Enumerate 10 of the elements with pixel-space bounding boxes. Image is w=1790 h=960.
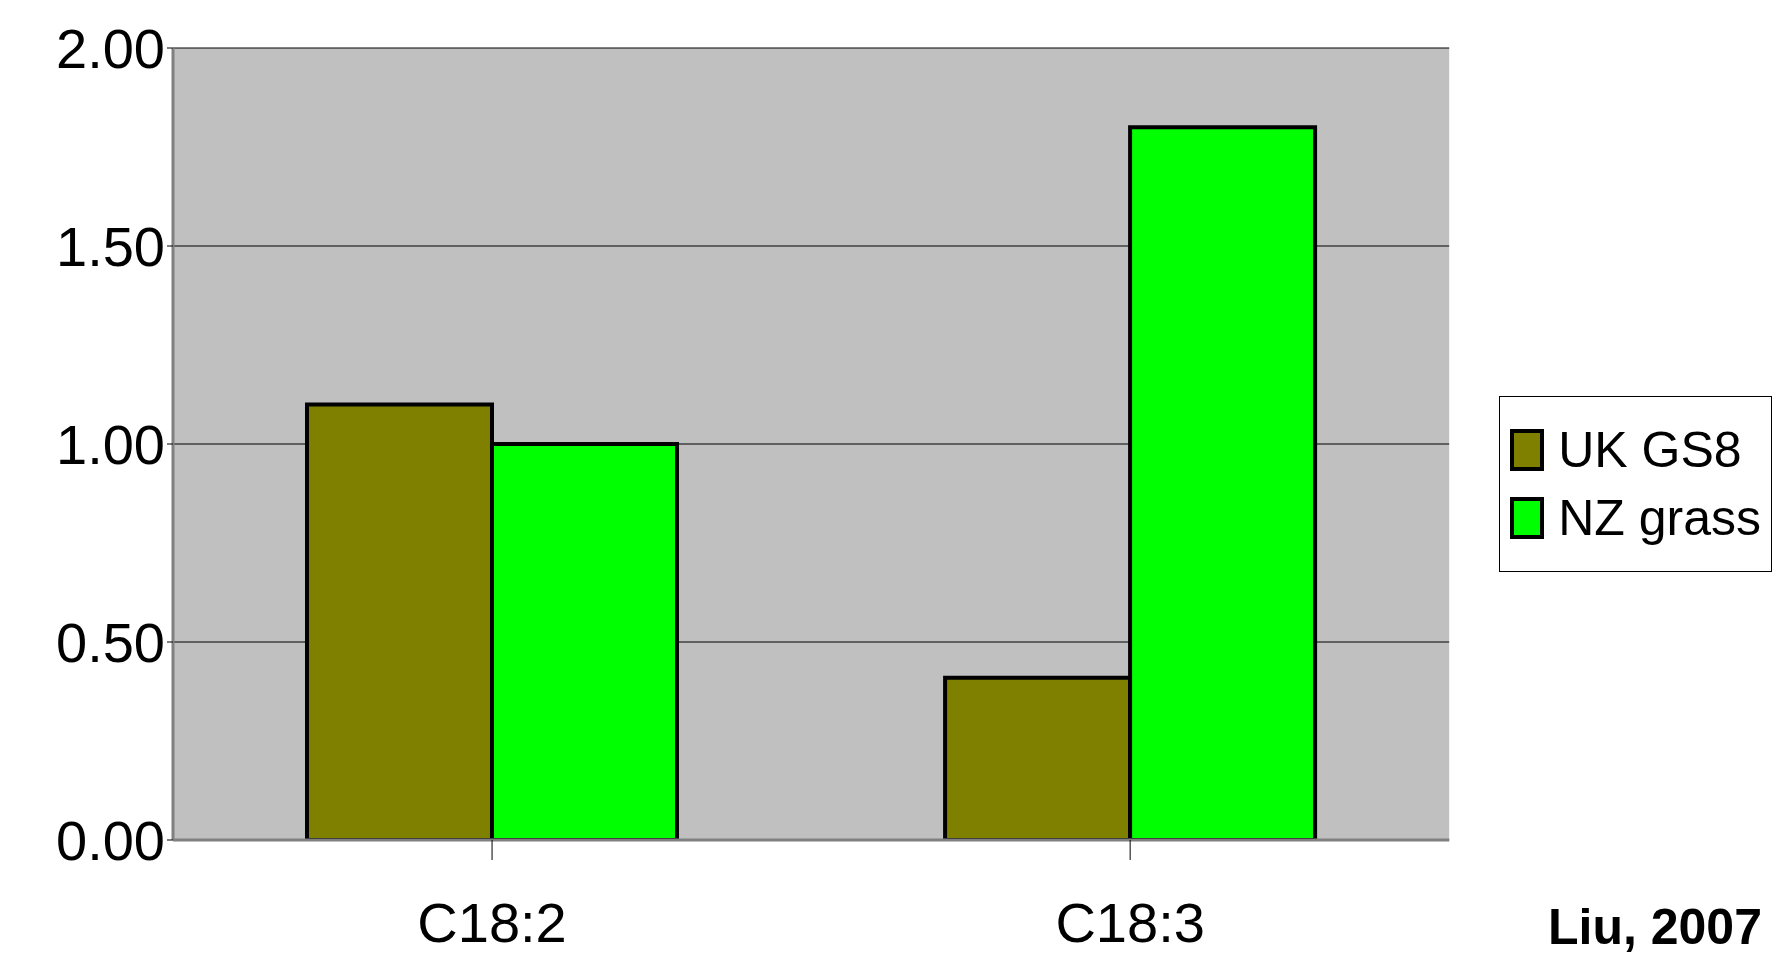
y-tick-label: 0.50 — [56, 610, 165, 674]
text: Liu, 2007 — [1548, 898, 1762, 956]
y-tick-label: 2.00 — [56, 16, 165, 80]
legend-label: NZ grass — [1558, 489, 1761, 547]
y-tick-label: 0.00 — [56, 808, 165, 872]
y-tick-label: 1.00 — [56, 412, 165, 476]
x-tick-label: C18:2 — [417, 890, 567, 954]
y-tick-label: 1.50 — [56, 214, 165, 278]
x-tick-label: C18:3 — [1055, 890, 1205, 954]
legend-label: UK GS8 — [1558, 421, 1742, 479]
